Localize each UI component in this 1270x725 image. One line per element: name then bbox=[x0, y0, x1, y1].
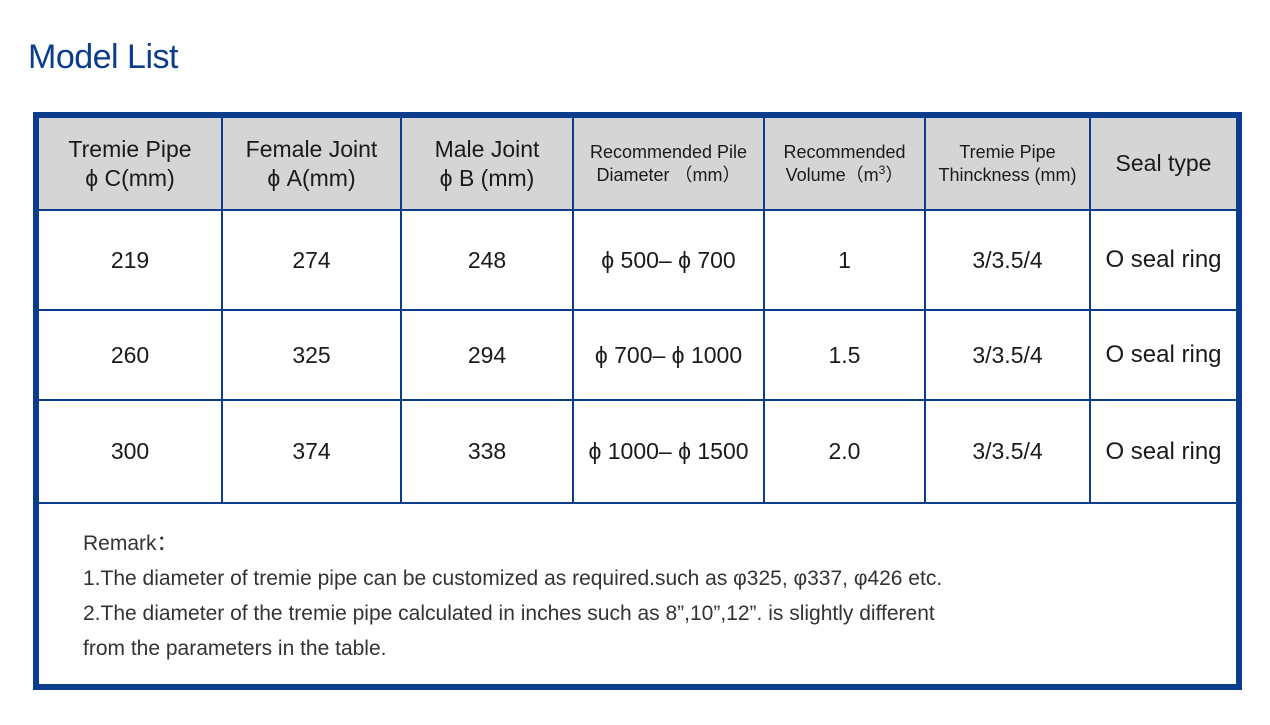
cell-volume: 1 bbox=[763, 209, 926, 311]
model-list-table: Tremie Pipe ϕ C(mm) Female Joint ϕ A(mm)… bbox=[39, 118, 1236, 504]
cell-female-joint: 325 bbox=[221, 309, 402, 401]
page-title: Model List bbox=[28, 38, 178, 76]
cell-thickness: 3/3.5/4 bbox=[924, 399, 1091, 504]
cell-pile-diameter: ϕ 1000– ϕ 1500 bbox=[572, 399, 765, 504]
header-seal-type: Seal type bbox=[1089, 118, 1236, 211]
table-row: 300 374 338 ϕ 1000– ϕ 1500 2.0 3/3.5/4 O… bbox=[39, 399, 1236, 504]
header-recommended-volume: Recommended Volume（m3） bbox=[763, 118, 926, 211]
cell-male-joint: 294 bbox=[400, 309, 574, 401]
remark-label: Remark： bbox=[83, 532, 178, 555]
header-recommended-pile-diameter: Recommended Pile Diameter （mm） bbox=[572, 118, 765, 211]
remark-line-1: 1.The diameter of tremie pipe can be cus… bbox=[83, 567, 943, 590]
cell-female-joint: 274 bbox=[221, 209, 402, 311]
remark-section: Remark： 1.The diameter of tremie pipe ca… bbox=[83, 526, 1203, 666]
header-label: Recommended bbox=[783, 141, 906, 162]
cell-male-joint: 248 bbox=[400, 209, 574, 311]
header-unit: ϕ A(mm) bbox=[267, 164, 356, 191]
header-unit-suffix: ） bbox=[885, 165, 904, 185]
header-label: Male Joint bbox=[434, 135, 540, 162]
table-row: 260 325 294 ϕ 700– ϕ 1000 1.5 3/3.5/4 O … bbox=[39, 309, 1236, 401]
cell-female-joint: 374 bbox=[221, 399, 402, 504]
header-label: Recommended Pile bbox=[589, 142, 748, 162]
cell-pile-diameter: ϕ 500– ϕ 700 bbox=[572, 209, 765, 311]
header-female-joint: Female Joint ϕ A(mm) bbox=[221, 118, 402, 211]
header-unit: Thinckness (mm) bbox=[938, 164, 1077, 185]
cell-tremie-pipe: 260 bbox=[39, 309, 223, 401]
header-unit: Diameter （mm） bbox=[596, 164, 741, 185]
header-label: Female Joint bbox=[245, 135, 378, 162]
header-unit-superscript: 3 bbox=[878, 163, 886, 177]
cell-male-joint: 338 bbox=[400, 399, 574, 504]
table-row: 219 274 248 ϕ 500– ϕ 700 1 3/3.5/4 O sea… bbox=[39, 209, 1236, 311]
remark-line-3: from the parameters in the table. bbox=[83, 637, 387, 660]
remark-line-2: 2.The diameter of the tremie pipe calcul… bbox=[83, 602, 935, 625]
cell-volume: 1.5 bbox=[763, 309, 926, 401]
model-list-frame: Tremie Pipe ϕ C(mm) Female Joint ϕ A(mm)… bbox=[33, 112, 1242, 690]
cell-seal-type: O seal ring bbox=[1089, 209, 1236, 311]
cell-volume: 2.0 bbox=[763, 399, 926, 504]
table-header-row: Tremie Pipe ϕ C(mm) Female Joint ϕ A(mm)… bbox=[39, 118, 1236, 211]
header-unit: ϕ C(mm) bbox=[85, 164, 175, 191]
header-unit: Volume（m bbox=[785, 165, 879, 185]
cell-seal-type: O seal ring bbox=[1089, 309, 1236, 401]
cell-pile-diameter: ϕ 700– ϕ 1000 bbox=[572, 309, 765, 401]
cell-seal-type: O seal ring bbox=[1089, 399, 1236, 504]
cell-thickness: 3/3.5/4 bbox=[924, 209, 1091, 311]
header-tremie-pipe: Tremie Pipe ϕ C(mm) bbox=[39, 118, 223, 211]
header-label: Seal type bbox=[1115, 150, 1212, 177]
header-unit: ϕ B (mm) bbox=[439, 164, 535, 191]
cell-thickness: 3/3.5/4 bbox=[924, 309, 1091, 401]
cell-tremie-pipe: 300 bbox=[39, 399, 223, 504]
header-label: Tremie Pipe bbox=[959, 142, 1056, 162]
header-tremie-pipe-thickness: Tremie Pipe Thinckness (mm) bbox=[924, 118, 1091, 211]
header-label: Tremie Pipe bbox=[68, 135, 192, 162]
cell-tremie-pipe: 219 bbox=[39, 209, 223, 311]
header-male-joint: Male Joint ϕ B (mm) bbox=[400, 118, 574, 211]
